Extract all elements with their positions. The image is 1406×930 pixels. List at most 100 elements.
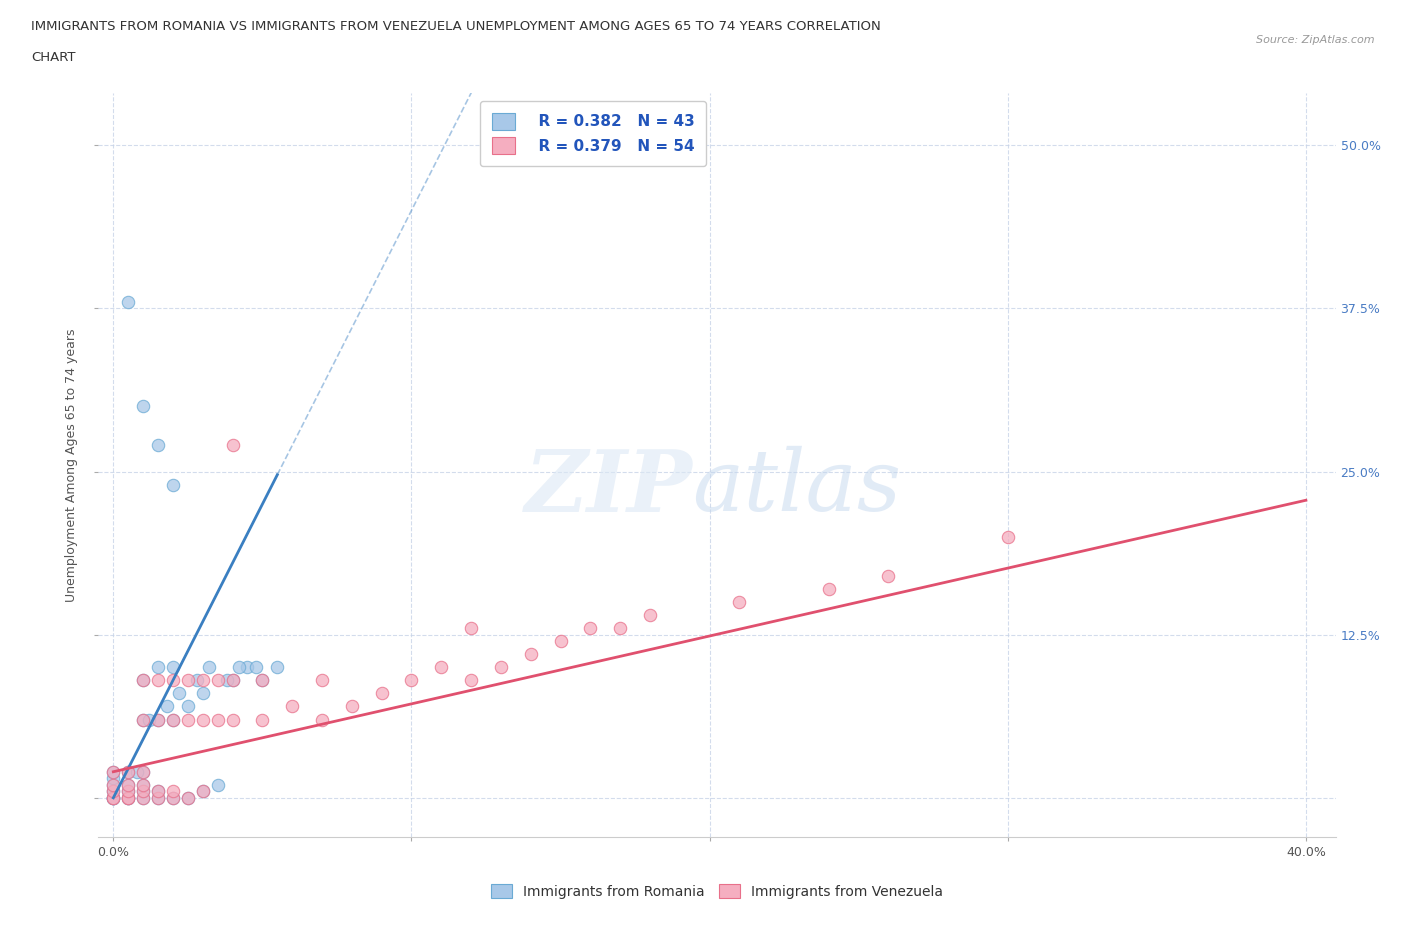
Point [430, 660, 453, 675]
Point [103, 777, 125, 792]
Point [117, 295, 139, 310]
Point [132, 673, 155, 688]
Point [311, 712, 333, 727]
Point [197, 660, 219, 675]
Point [162, 784, 184, 799]
Point [162, 790, 184, 805]
Point [146, 784, 169, 799]
Point [460, 620, 482, 635]
Point [997, 529, 1019, 544]
Point [146, 712, 169, 727]
Point [103, 790, 125, 805]
Point [191, 784, 214, 799]
Point [215, 673, 238, 688]
Point [207, 777, 229, 792]
Y-axis label: Unemployment Among Ages 65 to 74 years: Unemployment Among Ages 65 to 74 years [65, 328, 79, 602]
Point [117, 784, 139, 799]
Point [177, 790, 200, 805]
Point [340, 699, 363, 714]
Point [221, 438, 243, 453]
Point [103, 784, 125, 799]
Point [728, 594, 751, 609]
Point [207, 712, 229, 727]
Point [103, 790, 125, 805]
Text: CHART: CHART [31, 51, 76, 64]
Point [103, 784, 125, 799]
Point [132, 784, 155, 799]
Point [117, 790, 139, 805]
Point [146, 438, 169, 453]
Point [266, 660, 288, 675]
Point [177, 699, 200, 714]
Point [177, 712, 200, 727]
Point [132, 764, 155, 779]
Point [162, 712, 184, 727]
Point [228, 660, 250, 675]
Point [103, 790, 125, 805]
Point [146, 712, 169, 727]
Point [252, 673, 274, 688]
Point [103, 764, 125, 779]
Point [207, 673, 229, 688]
Point [281, 699, 304, 714]
Point [162, 712, 184, 727]
Point [117, 764, 139, 779]
Point [221, 673, 243, 688]
Point [191, 712, 214, 727]
Point [162, 790, 184, 805]
Point [146, 790, 169, 805]
Point [638, 607, 661, 622]
Point [401, 673, 423, 688]
Point [162, 660, 184, 675]
Point [177, 673, 200, 688]
Point [138, 712, 160, 727]
Point [127, 764, 149, 779]
Point [156, 699, 179, 714]
Point [236, 660, 259, 675]
Point [167, 686, 190, 701]
Point [132, 764, 155, 779]
Point [146, 673, 169, 688]
Text: IMMIGRANTS FROM ROMANIA VS IMMIGRANTS FROM VENEZUELA UNEMPLOYMENT AMONG AGES 65 : IMMIGRANTS FROM ROMANIA VS IMMIGRANTS FR… [31, 20, 880, 33]
Point [146, 660, 169, 675]
Point [117, 790, 139, 805]
Point [103, 777, 125, 792]
Point [103, 764, 125, 779]
Text: Source: ZipAtlas.com: Source: ZipAtlas.com [1257, 35, 1375, 46]
Point [117, 764, 139, 779]
Text: ZIP: ZIP [524, 445, 692, 529]
Point [877, 568, 900, 583]
Point [132, 673, 155, 688]
Point [162, 673, 184, 688]
Point [146, 784, 169, 799]
Point [191, 784, 214, 799]
Point [103, 771, 125, 786]
Point [177, 790, 200, 805]
Point [117, 777, 139, 792]
Point [579, 620, 602, 635]
Legend: Immigrants from Romania, Immigrants from Venezuela: Immigrants from Romania, Immigrants from… [486, 879, 948, 905]
Point [132, 790, 155, 805]
Point [103, 790, 125, 805]
Point [117, 777, 139, 792]
Point [132, 712, 155, 727]
Point [117, 790, 139, 805]
Point [132, 399, 155, 414]
Point [550, 633, 572, 648]
Point [370, 686, 392, 701]
Point [221, 712, 243, 727]
Point [117, 790, 139, 805]
Point [132, 712, 155, 727]
Point [245, 660, 267, 675]
Point [609, 620, 631, 635]
Point [132, 777, 155, 792]
Point [103, 790, 125, 805]
Point [311, 673, 333, 688]
Point [117, 784, 139, 799]
Point [162, 477, 184, 492]
Point [191, 686, 214, 701]
Point [252, 673, 274, 688]
Point [132, 777, 155, 792]
Point [519, 647, 541, 662]
Point [132, 790, 155, 805]
